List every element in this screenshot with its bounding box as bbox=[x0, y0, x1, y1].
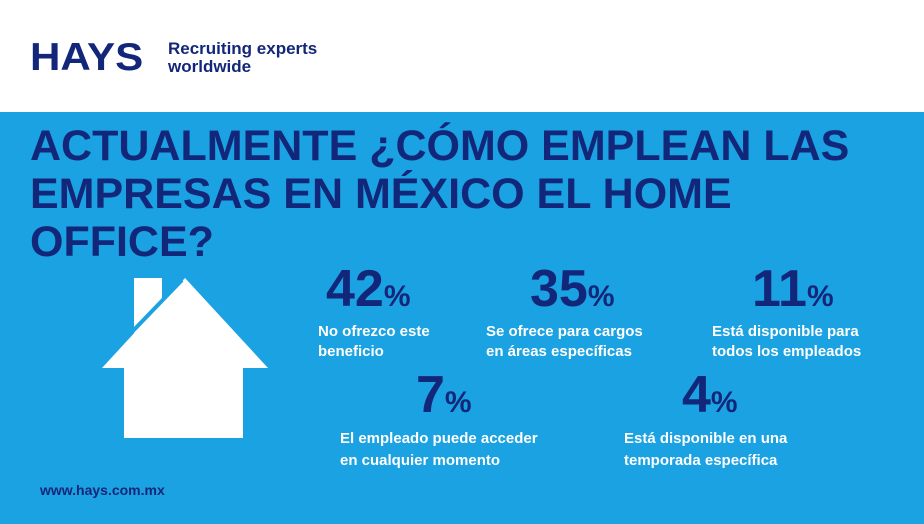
infographic-panel: ACTUALMENTE ¿CÓMO EMPLEAN LAS EMPRESAS E… bbox=[0, 112, 924, 524]
stat-card: 42% No ofrezco este beneficio bbox=[318, 260, 478, 362]
stat-value: 35% bbox=[530, 260, 615, 318]
stat-label: Está disponible en una temporada específ… bbox=[624, 430, 788, 469]
page-title: ACTUALMENTE ¿CÓMO EMPLEAN LAS EMPRESAS E… bbox=[30, 122, 850, 266]
website-link[interactable]: www.hays.com.mx bbox=[40, 482, 165, 498]
stat-value: 4% bbox=[682, 366, 738, 424]
stat-label: Está disponible para todos los empleados bbox=[712, 323, 862, 360]
stat-label: No ofrezco este beneficio bbox=[318, 323, 430, 360]
stat-card: 35% Se ofrece para cargos en áreas espec… bbox=[486, 260, 666, 362]
stat-card: 11% Está disponible para todos los emple… bbox=[712, 260, 882, 362]
header: HAYS Recruiting experts worldwide bbox=[0, 0, 924, 112]
stat-value: 42% bbox=[326, 260, 411, 318]
house-icon bbox=[102, 278, 268, 438]
stat-card: 7% El empleado puede acceder en cualquie… bbox=[340, 366, 570, 472]
stat-label: Se ofrece para cargos en áreas específic… bbox=[486, 323, 643, 360]
hays-logo[interactable]: HAYS bbox=[30, 36, 144, 79]
stat-value: 7% bbox=[416, 366, 472, 424]
stat-value: 11% bbox=[752, 260, 834, 318]
stat-label: El empleado puede acceder en cualquier m… bbox=[340, 430, 538, 469]
tagline: Recruiting experts worldwide bbox=[168, 39, 318, 76]
stat-card: 4% Está disponible en una temporada espe… bbox=[624, 366, 824, 472]
